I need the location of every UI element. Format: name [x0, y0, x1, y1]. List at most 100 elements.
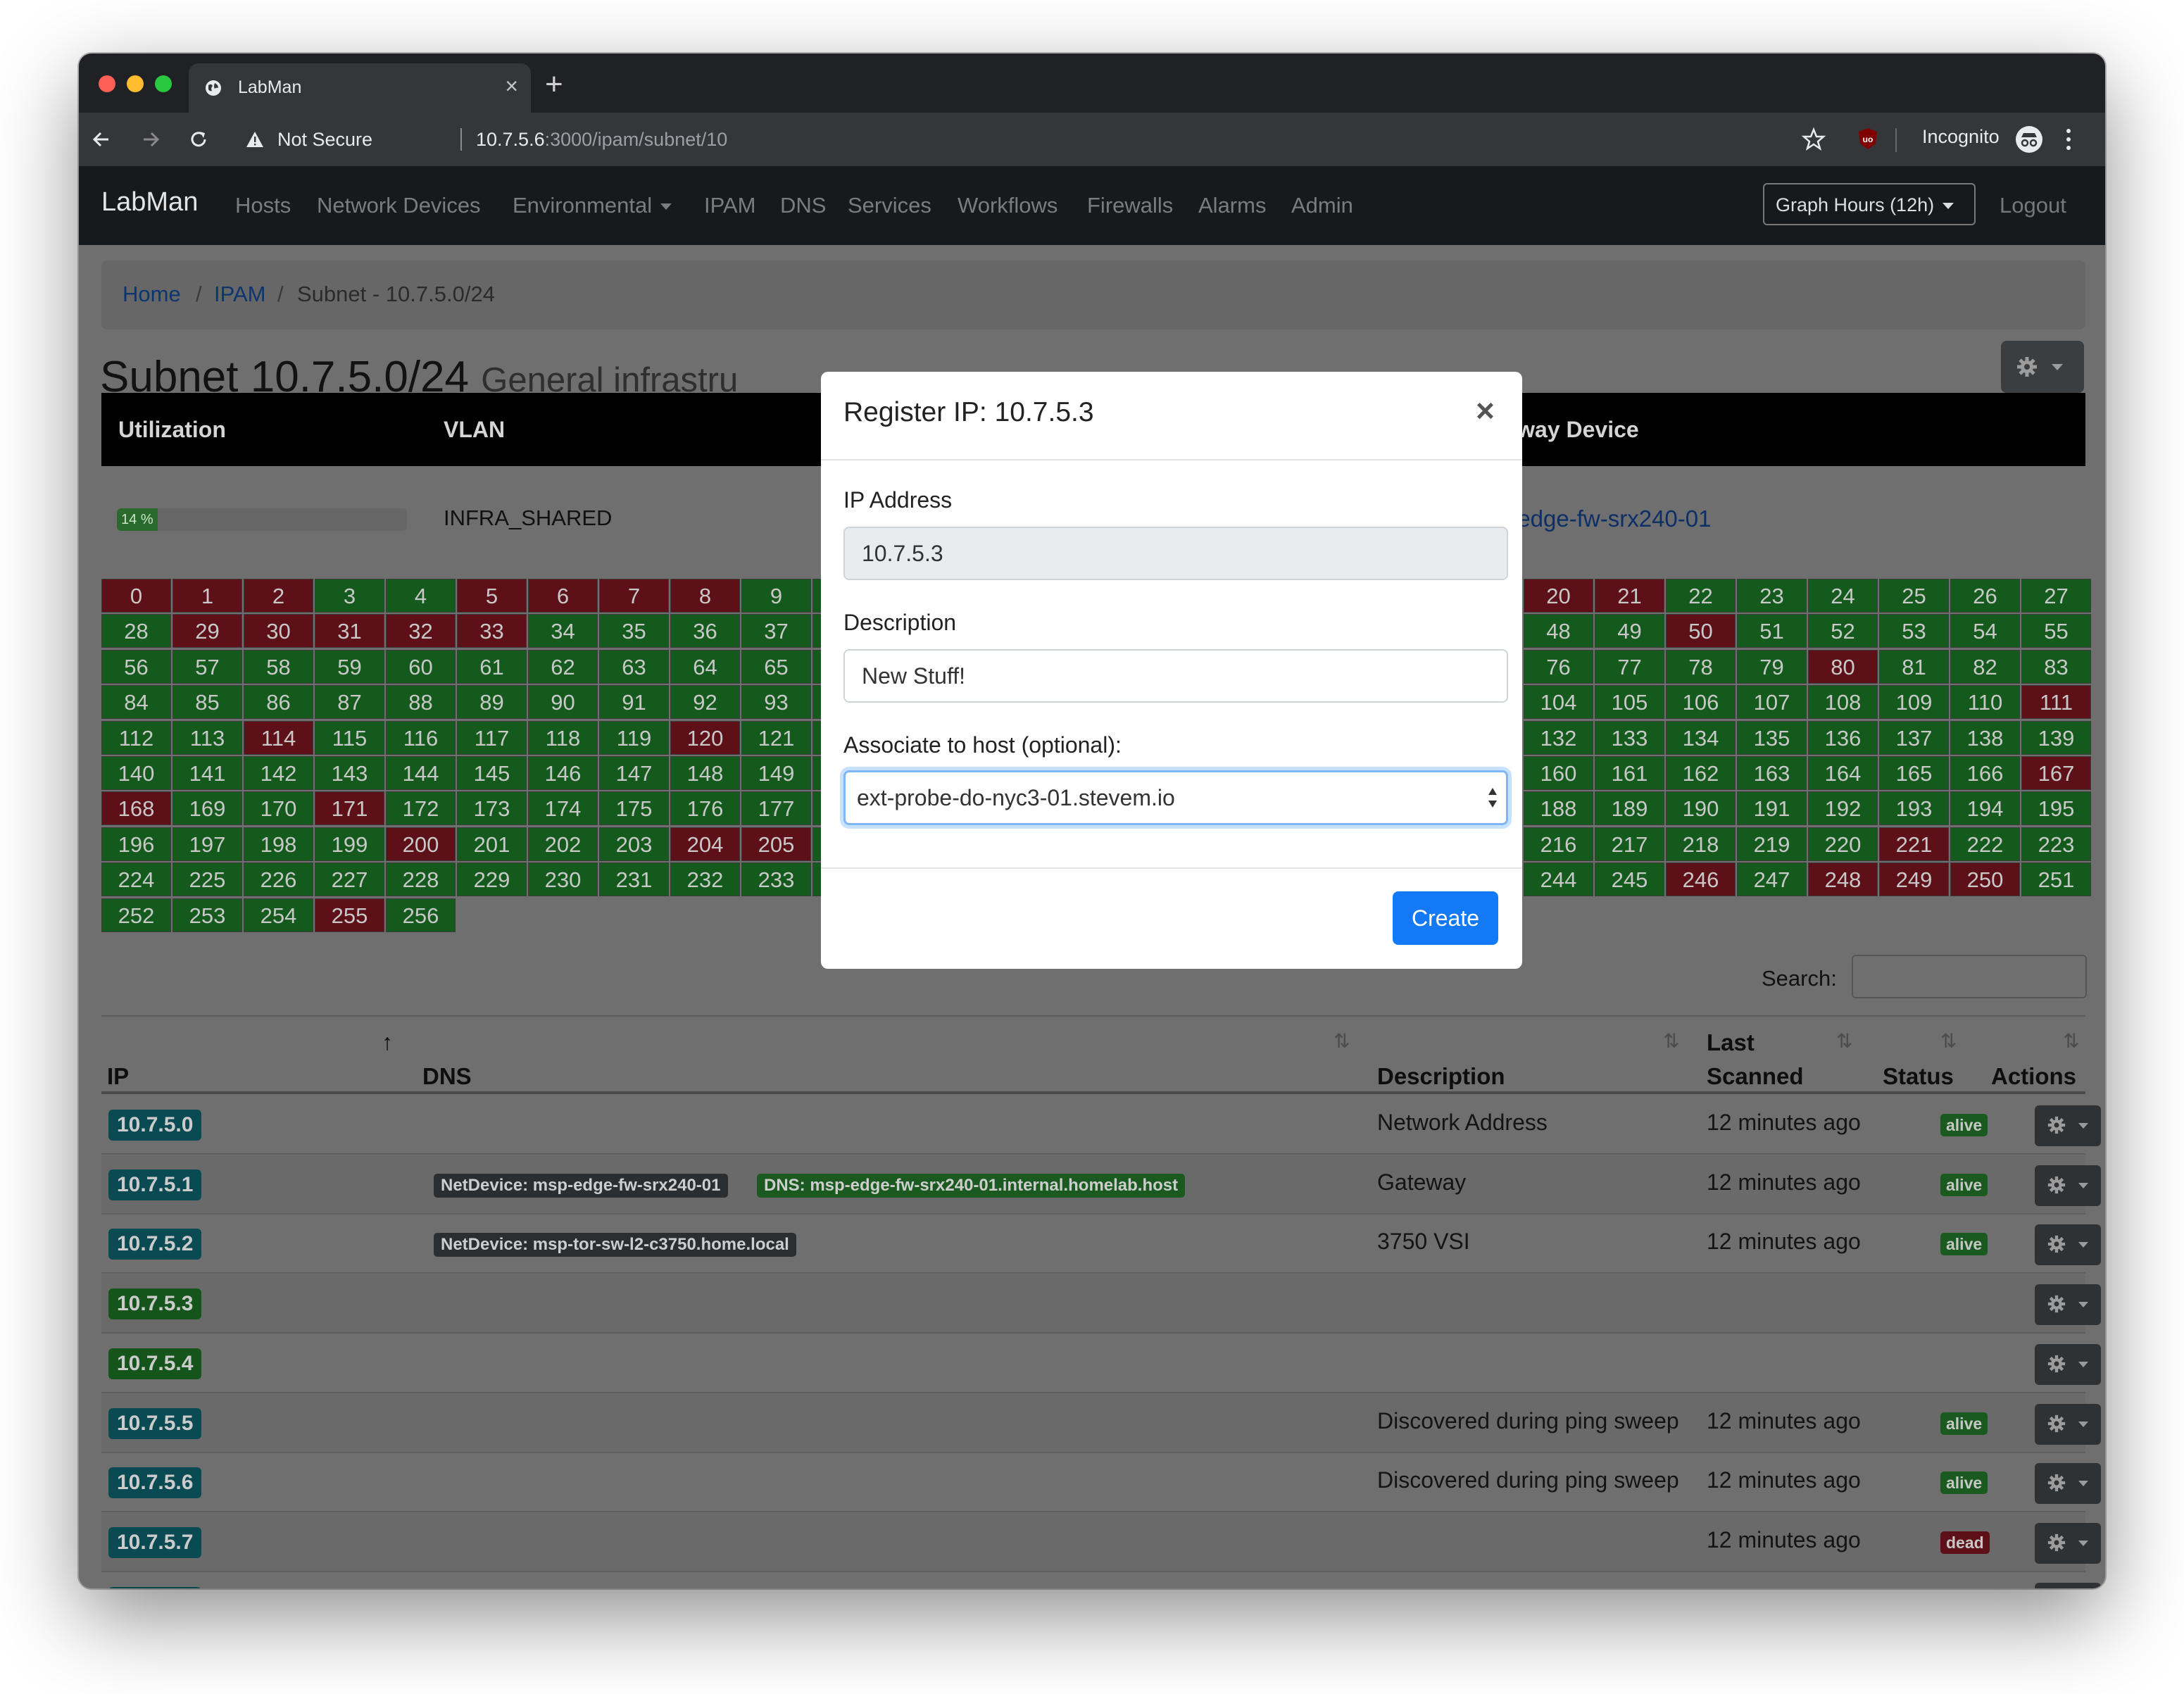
- sort-icon[interactable]: ⇅: [1836, 1030, 1853, 1052]
- ip-cell[interactable]: 85: [172, 685, 242, 720]
- nav-alarms[interactable]: Alarms: [1198, 193, 1267, 218]
- ip-cell[interactable]: 138: [1950, 720, 2020, 755]
- ip-cell[interactable]: 55: [2021, 614, 2091, 648]
- ip-cell[interactable]: 26: [1950, 579, 2020, 613]
- ip-cell[interactable]: 204: [670, 827, 740, 861]
- ip-cell[interactable]: 49: [1595, 614, 1664, 648]
- ip-cell[interactable]: 105: [1595, 685, 1664, 720]
- ip-cell[interactable]: 253: [172, 898, 242, 932]
- ip-cell[interactable]: 24: [1808, 579, 1878, 613]
- ip-cell[interactable]: 254: [244, 898, 313, 932]
- ip-cell[interactable]: 177: [741, 791, 811, 826]
- ip-cell[interactable]: 142: [244, 756, 313, 790]
- ip-cell[interactable]: 166: [1950, 756, 2020, 790]
- nav-environmental[interactable]: Environmental: [513, 193, 672, 218]
- nav-firewalls[interactable]: Firewalls: [1087, 193, 1174, 218]
- ip-cell[interactable]: 250: [1950, 862, 2020, 897]
- ip-cell[interactable]: 229: [457, 862, 527, 897]
- ip-cell[interactable]: 161: [1595, 756, 1664, 790]
- ip-cell[interactable]: 195: [2021, 791, 2091, 826]
- ip-cell[interactable]: 82: [1950, 649, 2020, 684]
- ip-cell[interactable]: 197: [172, 827, 242, 861]
- nav-ipam[interactable]: IPAM: [704, 193, 756, 218]
- ip-cell[interactable]: 108: [1808, 685, 1878, 720]
- ip-cell[interactable]: 139: [2021, 720, 2091, 755]
- ip-cell[interactable]: 9: [741, 579, 811, 613]
- ip-cell[interactable]: 111: [2021, 685, 2091, 720]
- ip-cell[interactable]: 61: [457, 649, 527, 684]
- address-bar[interactable]: Not Secure 10.7.5.6:3000/ipam/subnet/10: [235, 118, 1883, 161]
- forward-icon[interactable]: [138, 127, 163, 152]
- nav-network-devices[interactable]: Network Devices: [317, 193, 481, 218]
- more-menu-icon[interactable]: [2064, 127, 2073, 152]
- ip-cell[interactable]: 200: [386, 827, 456, 861]
- ip-cell[interactable]: 52: [1808, 614, 1878, 648]
- ip-cell[interactable]: 87: [315, 685, 384, 720]
- ip-cell[interactable]: 76: [1524, 649, 1593, 684]
- ip-cell[interactable]: 196: [101, 827, 171, 861]
- ip-cell[interactable]: 226: [244, 862, 313, 897]
- ip-cell[interactable]: 65: [741, 649, 811, 684]
- ip-cell[interactable]: 135: [1737, 720, 1807, 755]
- incognito-icon[interactable]: [2015, 125, 2043, 153]
- ip-cell[interactable]: 202: [528, 827, 598, 861]
- ip-cell[interactable]: 79: [1737, 649, 1807, 684]
- column-header-dns[interactable]: DNS: [422, 1063, 472, 1089]
- ip-cell[interactable]: 145: [457, 756, 527, 790]
- ip-cell[interactable]: 48: [1524, 614, 1593, 648]
- ip-cell[interactable]: 1: [172, 579, 242, 613]
- ip-cell[interactable]: 88: [386, 685, 456, 720]
- ip-cell[interactable]: 220: [1808, 827, 1878, 861]
- breadcrumb-ipam[interactable]: IPAM: [214, 282, 266, 306]
- ip-badge[interactable]: 10.7.5.7: [108, 1526, 202, 1558]
- nav-dns[interactable]: DNS: [780, 193, 827, 218]
- ip-cell[interactable]: 189: [1595, 791, 1664, 826]
- row-actions-button[interactable]: [2035, 1284, 2101, 1326]
- ip-cell[interactable]: 36: [670, 614, 740, 648]
- ip-cell[interactable]: 140: [101, 756, 171, 790]
- sort-asc-icon[interactable]: ↑: [382, 1029, 393, 1055]
- ip-cell[interactable]: 190: [1666, 791, 1736, 826]
- ublock-extension-icon[interactable]: uo: [1856, 127, 1880, 151]
- ip-cell[interactable]: 34: [528, 614, 598, 648]
- ip-cell[interactable]: 255: [315, 898, 384, 932]
- ip-cell[interactable]: 27: [2021, 579, 2091, 613]
- nav-workflows[interactable]: Workflows: [958, 193, 1058, 218]
- ip-cell[interactable]: 228: [386, 862, 456, 897]
- ip-cell[interactable]: 147: [599, 756, 669, 790]
- ip-cell[interactable]: 170: [244, 791, 313, 826]
- ip-cell[interactable]: 2: [244, 579, 313, 613]
- ip-cell[interactable]: 54: [1950, 614, 2020, 648]
- ip-cell[interactable]: 81: [1879, 649, 1949, 684]
- ip-cell[interactable]: 172: [386, 791, 456, 826]
- ip-cell[interactable]: 8: [670, 579, 740, 613]
- ip-cell[interactable]: 168: [101, 791, 171, 826]
- ip-badge[interactable]: 10.7.5.5: [108, 1407, 202, 1439]
- browser-tab[interactable]: LabMan ×: [189, 63, 531, 113]
- ip-cell[interactable]: 218: [1666, 827, 1736, 861]
- ip-cell[interactable]: 117: [457, 720, 527, 755]
- ip-cell[interactable]: 53: [1879, 614, 1949, 648]
- maximize-window-button[interactable]: [155, 75, 172, 92]
- ip-cell[interactable]: 109: [1879, 685, 1949, 720]
- ip-cell[interactable]: 37: [741, 614, 811, 648]
- ip-cell[interactable]: 29: [172, 614, 242, 648]
- ip-cell[interactable]: 245: [1595, 862, 1664, 897]
- ip-cell[interactable]: 23: [1737, 579, 1807, 613]
- close-window-button[interactable]: [99, 75, 115, 92]
- ip-badge[interactable]: 10.7.5.8: [108, 1586, 202, 1588]
- host-select[interactable]: ext-probe-do-nyc3-01.stevem.io: [843, 770, 1508, 825]
- ip-badge[interactable]: 10.7.5.2: [108, 1229, 202, 1260]
- row-actions-button[interactable]: [2035, 1165, 2101, 1206]
- sort-icon[interactable]: ⇅: [1333, 1030, 1350, 1052]
- description-field[interactable]: New Stuff!: [843, 649, 1508, 703]
- ip-cell[interactable]: 194: [1950, 791, 2020, 826]
- ip-cell[interactable]: 119: [599, 720, 669, 755]
- ip-cell[interactable]: 120: [670, 720, 740, 755]
- ip-cell[interactable]: 133: [1595, 720, 1664, 755]
- ip-cell[interactable]: 121: [741, 720, 811, 755]
- ip-cell[interactable]: 217: [1595, 827, 1664, 861]
- ip-badge[interactable]: 10.7.5.0: [108, 1110, 202, 1141]
- breadcrumb-home[interactable]: Home: [123, 282, 181, 306]
- ip-cell[interactable]: 62: [528, 649, 598, 684]
